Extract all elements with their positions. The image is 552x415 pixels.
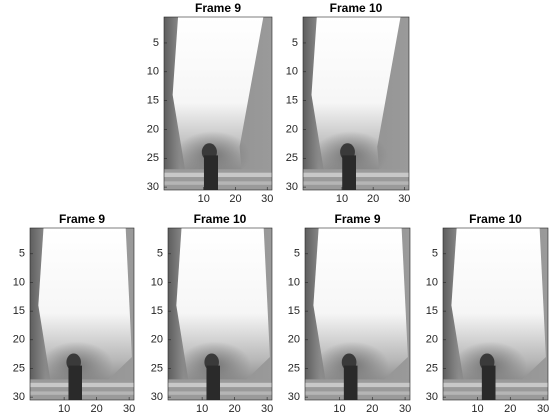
image-figure-body: [203, 155, 218, 190]
image-figure-body: [343, 365, 358, 400]
image: [164, 17, 272, 190]
y-tick-label: 5: [157, 248, 163, 260]
image: [303, 17, 409, 190]
axes-box: [29, 227, 135, 401]
y-tick-label: 5: [153, 37, 159, 49]
y-tick-label: 15: [147, 95, 159, 107]
y-tick-label: 15: [288, 305, 300, 317]
image-figure-body: [206, 365, 220, 400]
y-tick-label: 30: [147, 181, 159, 193]
y-tick-label: 20: [286, 123, 298, 135]
x-tick-label: 30: [398, 193, 410, 205]
image-bright-region: [172, 17, 264, 173]
y-tick-label: 20: [288, 334, 300, 346]
y-tick-label: 10: [286, 66, 298, 78]
image-bright-region: [311, 17, 401, 173]
x-tick-label: 10: [58, 403, 70, 415]
x-tick-label: 30: [537, 403, 549, 415]
axes-box: [442, 227, 549, 401]
x-tick-label: 20: [367, 193, 379, 205]
x-tick-label: 20: [229, 193, 241, 205]
chart-title: Frame 10: [194, 212, 247, 226]
y-tick-label: 5: [292, 37, 298, 49]
x-tick-label: 20: [366, 403, 378, 415]
image: [30, 228, 134, 400]
y-tick-label: 15: [151, 305, 163, 317]
x-tick-label: 20: [91, 403, 103, 415]
image: [168, 228, 272, 400]
axes-box: [163, 16, 273, 191]
x-tick-label: 20: [229, 403, 241, 415]
axes-box: [167, 227, 273, 401]
y-tick-label: 25: [286, 152, 298, 164]
y-tick-label: 30: [288, 391, 300, 403]
y-tick-label: 30: [13, 391, 25, 403]
y-tick-label: 20: [426, 334, 438, 346]
x-tick-label: 30: [123, 403, 135, 415]
x-tick-label: 30: [399, 403, 411, 415]
x-tick-label: 10: [196, 403, 208, 415]
chart-title: Frame 10: [330, 1, 383, 15]
chart-title: Frame 9: [59, 212, 105, 226]
x-tick-label: 20: [504, 403, 516, 415]
x-tick-label: 30: [261, 403, 273, 415]
x-tick-label: 10: [198, 193, 210, 205]
y-tick-label: 15: [426, 305, 438, 317]
x-tick-label: 30: [261, 193, 273, 205]
y-tick-label: 20: [147, 123, 159, 135]
y-tick-label: 10: [147, 66, 159, 78]
chart-title: Frame 9: [195, 1, 241, 15]
image-figure-body: [68, 365, 82, 400]
chart-title: Frame 10: [469, 212, 522, 226]
y-tick-label: 5: [294, 248, 300, 260]
axes-box: [302, 16, 410, 191]
y-tick-label: 10: [151, 276, 163, 288]
x-tick-label: 10: [471, 403, 483, 415]
y-tick-label: 15: [13, 305, 25, 317]
image: [443, 228, 548, 400]
y-tick-label: 5: [19, 248, 25, 260]
image: [305, 228, 410, 400]
y-tick-label: 25: [288, 362, 300, 374]
y-tick-label: 10: [426, 276, 438, 288]
y-tick-label: 30: [286, 181, 298, 193]
y-tick-label: 10: [288, 276, 300, 288]
y-tick-label: 30: [151, 391, 163, 403]
y-tick-label: 5: [432, 248, 438, 260]
y-tick-label: 25: [426, 362, 438, 374]
y-tick-label: 25: [147, 152, 159, 164]
x-tick-label: 10: [336, 193, 348, 205]
image-figure-body: [342, 155, 356, 190]
y-tick-label: 25: [151, 362, 163, 374]
chart-title: Frame 9: [334, 212, 380, 226]
y-tick-label: 30: [426, 391, 438, 403]
y-tick-label: 10: [13, 276, 25, 288]
image-figure-body: [481, 365, 496, 400]
x-tick-label: 10: [333, 403, 345, 415]
axes-box: [304, 227, 411, 401]
y-tick-label: 20: [151, 334, 163, 346]
y-tick-label: 25: [13, 362, 25, 374]
y-tick-label: 15: [286, 95, 298, 107]
y-tick-label: 20: [13, 334, 25, 346]
